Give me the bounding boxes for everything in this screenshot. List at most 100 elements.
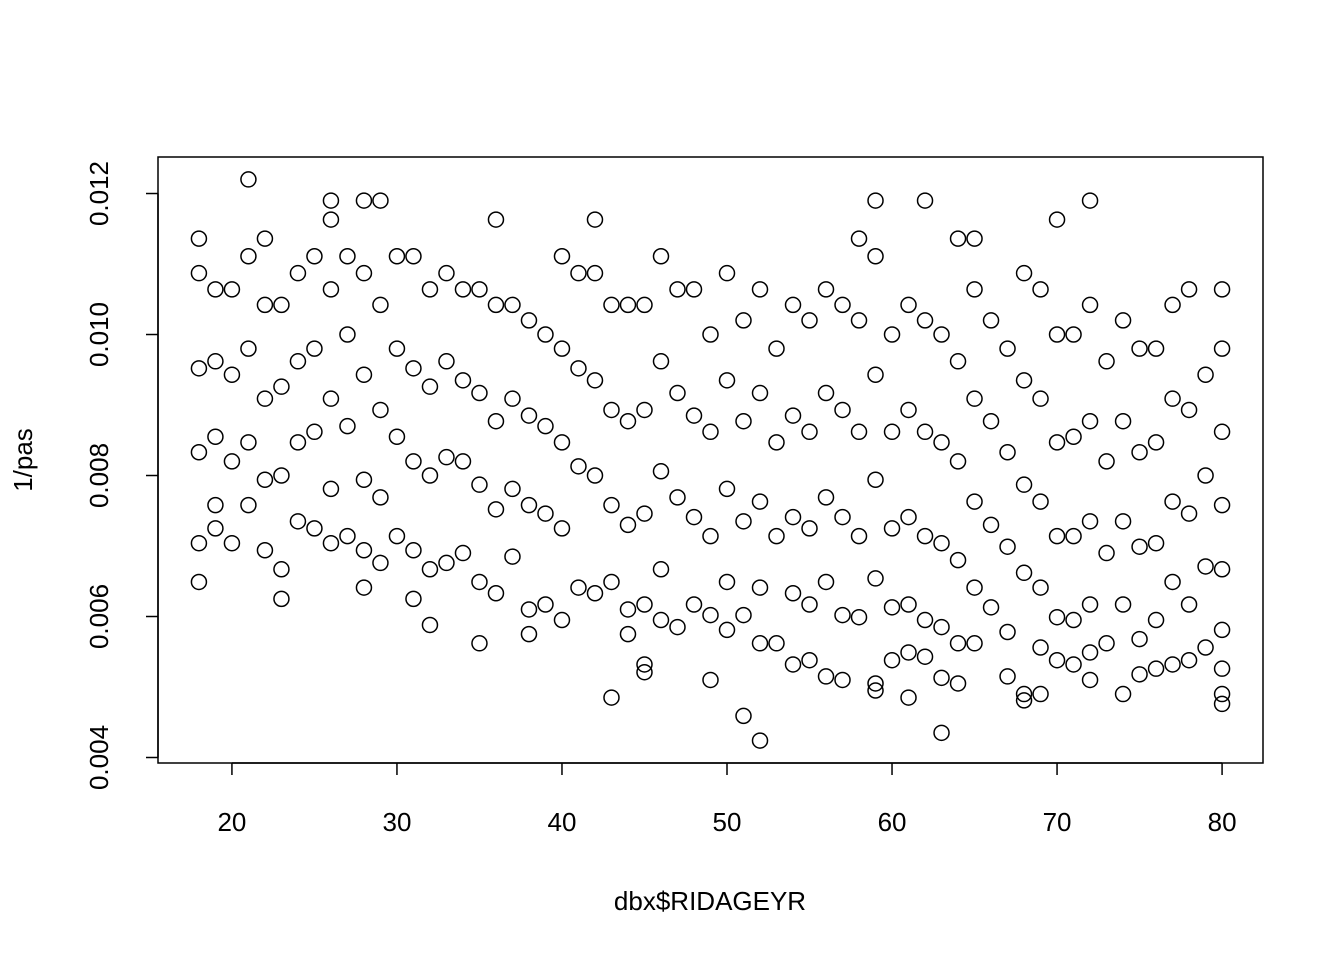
point [553, 434, 571, 451]
point [1114, 412, 1132, 430]
point [735, 606, 752, 624]
point [322, 192, 340, 209]
point [273, 590, 290, 608]
point [718, 573, 736, 591]
point [801, 651, 818, 669]
point [999, 668, 1016, 685]
point [933, 669, 950, 687]
point [586, 372, 604, 389]
point [1147, 611, 1165, 629]
point [801, 520, 818, 537]
point [1131, 666, 1148, 683]
point [421, 378, 439, 395]
point [1180, 281, 1198, 298]
point [685, 281, 703, 298]
point [504, 296, 521, 314]
point [916, 648, 934, 665]
point [834, 671, 851, 689]
point [520, 625, 538, 643]
point [784, 407, 802, 424]
point [966, 390, 983, 407]
point [537, 326, 554, 343]
point [834, 401, 851, 419]
point [1015, 692, 1033, 709]
point [339, 326, 356, 343]
point [735, 312, 752, 329]
point [1213, 660, 1231, 677]
point [834, 508, 851, 526]
point [933, 534, 950, 552]
point [355, 541, 373, 559]
point [1147, 534, 1165, 552]
point [1164, 573, 1181, 591]
point [933, 326, 950, 343]
point [339, 527, 356, 545]
point [817, 489, 835, 506]
point [190, 573, 208, 591]
point [520, 312, 538, 329]
point [999, 443, 1016, 461]
point [438, 554, 455, 572]
point [1131, 443, 1148, 461]
point [322, 534, 340, 552]
point [355, 471, 373, 488]
point [471, 384, 488, 402]
point [570, 579, 587, 596]
point [784, 584, 802, 602]
point [619, 296, 637, 314]
point [702, 671, 719, 689]
point [702, 606, 719, 624]
point [1114, 596, 1132, 613]
point [1032, 390, 1049, 407]
point [339, 417, 356, 435]
point [553, 340, 571, 357]
point [867, 570, 884, 587]
point [1048, 211, 1066, 228]
point [966, 579, 983, 596]
point [487, 412, 505, 430]
x-tick-label: 30 [382, 807, 411, 837]
point [949, 675, 967, 692]
point [933, 618, 950, 636]
point [1213, 281, 1231, 298]
point [702, 326, 719, 343]
point [388, 248, 406, 265]
point [669, 384, 686, 402]
point [1098, 353, 1115, 370]
point [949, 230, 967, 247]
point [1098, 635, 1115, 652]
point [982, 516, 1000, 534]
point [240, 340, 257, 357]
point [306, 340, 323, 357]
point [1081, 513, 1099, 530]
point [586, 584, 604, 602]
x-tick-label: 50 [713, 807, 742, 837]
point [669, 281, 686, 298]
point [982, 412, 1000, 430]
point [636, 401, 653, 419]
point [867, 248, 884, 265]
point [850, 527, 868, 545]
point [999, 623, 1016, 641]
point [966, 281, 983, 298]
point [405, 360, 422, 377]
point [652, 353, 670, 370]
point [372, 401, 389, 419]
point [735, 412, 752, 430]
point [553, 520, 571, 537]
point [306, 248, 323, 265]
point [421, 616, 439, 634]
point [1081, 671, 1099, 689]
point [471, 476, 488, 493]
point [784, 656, 802, 673]
point [322, 480, 340, 498]
point [1147, 340, 1165, 357]
point [207, 281, 224, 298]
point [372, 554, 389, 572]
point [207, 353, 224, 370]
point [652, 463, 670, 480]
point [1180, 596, 1198, 613]
point [520, 601, 538, 618]
point [603, 401, 620, 419]
point [966, 230, 983, 247]
